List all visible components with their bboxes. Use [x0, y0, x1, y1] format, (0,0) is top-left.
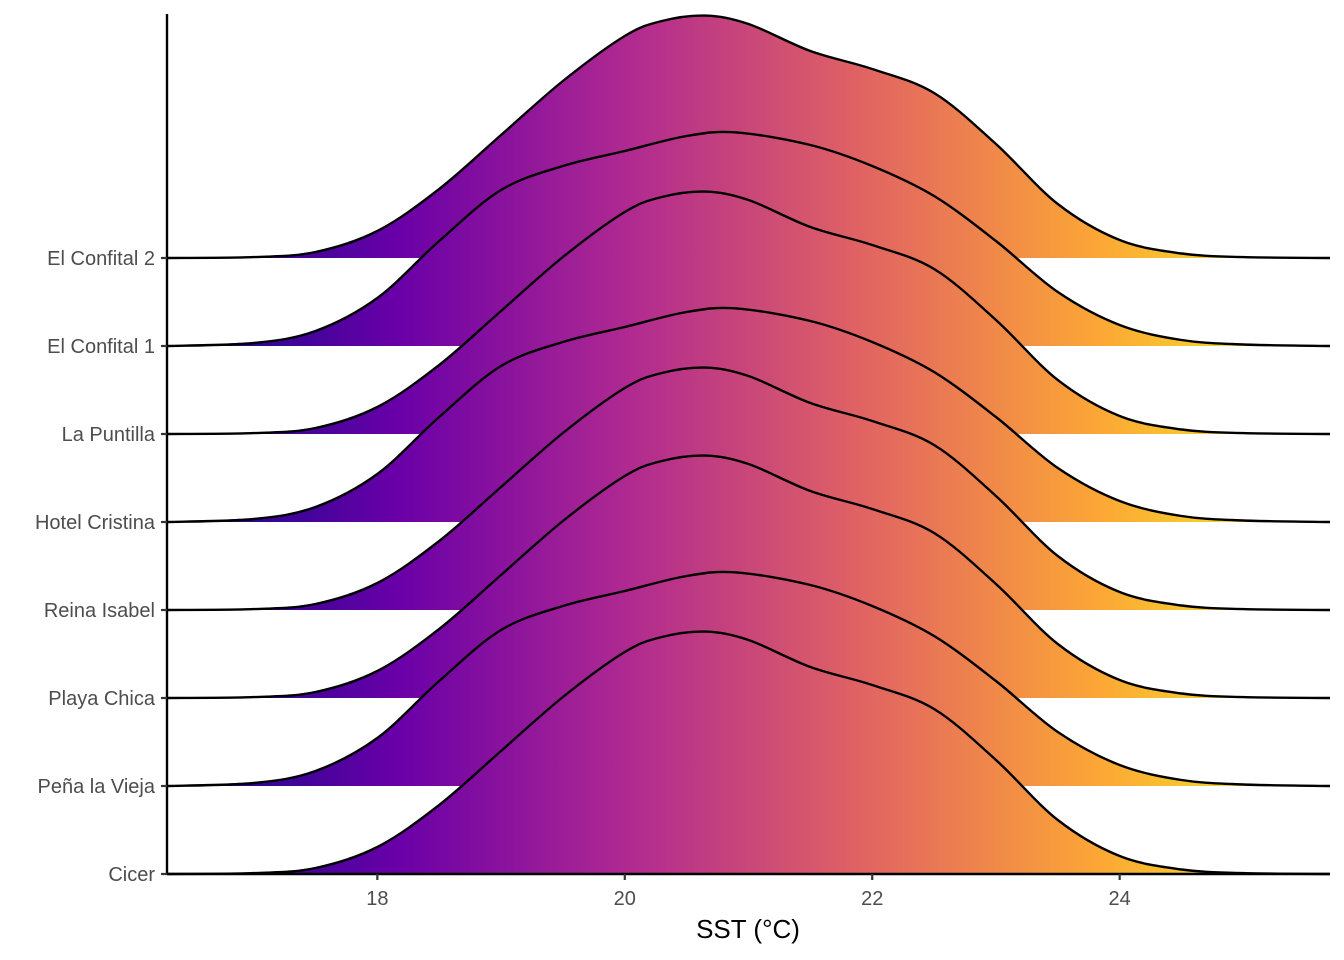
- y-tick-label-playa-chica: Playa Chica: [48, 688, 156, 710]
- x-tick-label-24: 24: [1109, 888, 1131, 910]
- ridge-line-el-confital-1: [166, 130, 1331, 348]
- y-tick-label-hotel-cristina: Hotel Cristina: [35, 512, 156, 534]
- ridge-line-pena-la-vieja: [166, 570, 1331, 788]
- x-tick-label-18: 18: [366, 888, 388, 910]
- ridges-group: [166, 14, 1331, 876]
- ridge-line-el-confital-2: [166, 14, 1331, 260]
- y-axis-ticks: Cicer Peña la Vieja Playa Chica Reina Isabe…: [35, 248, 167, 886]
- ridge-line-hotel-cristina: [166, 306, 1331, 524]
- ridge-line-la-puntilla: [166, 190, 1331, 436]
- ridge-line-cicer: [166, 630, 1331, 876]
- x-axis-title: SST (°C): [696, 914, 800, 944]
- ridge-cicer: [166, 630, 1331, 876]
- x-axis-ticks: 18 20 22 24: [366, 874, 1131, 910]
- y-tick-label-reina-isabel: Reina Isabel: [44, 600, 155, 622]
- x-tick-label-20: 20: [614, 888, 636, 910]
- y-tick-label-cicer: Cicer: [108, 864, 155, 886]
- y-tick-label-el-confital-1: El Confital 1: [47, 336, 155, 358]
- ridge-line-playa-chica: [166, 454, 1331, 700]
- axes-group: [165, 14, 1330, 876]
- x-tick-label-22: 22: [861, 888, 883, 910]
- ridge-area-cicer: [167, 631, 1330, 874]
- y-tick-label-pena-la-vieja: Peña la Vieja: [38, 776, 156, 798]
- ridge-line-reina-isabel: [166, 366, 1331, 612]
- y-tick-label-la-puntilla: La Puntilla: [62, 424, 156, 446]
- y-tick-label-el-confital-2: El Confital 2: [47, 248, 155, 270]
